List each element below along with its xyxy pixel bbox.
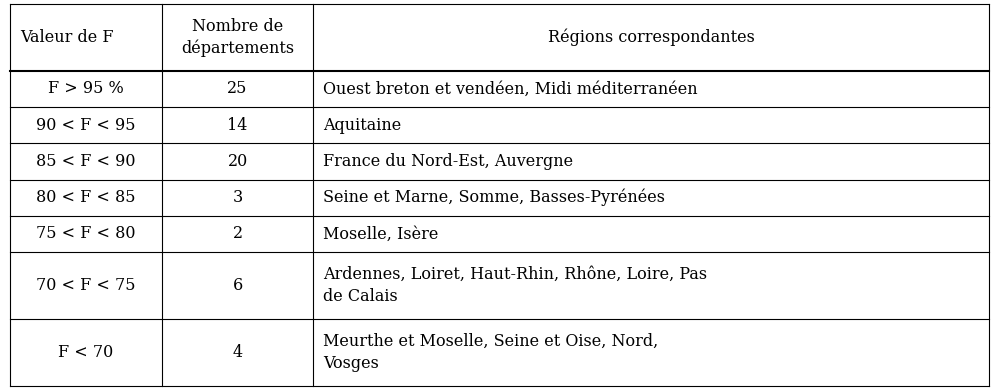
Text: France du Nord-Est, Auvergne: France du Nord-Est, Auvergne bbox=[324, 153, 573, 170]
Text: Régions correspondantes: Régions correspondantes bbox=[547, 28, 754, 46]
Text: 85 < F < 90: 85 < F < 90 bbox=[36, 153, 136, 170]
Text: 90 < F < 95: 90 < F < 95 bbox=[36, 117, 136, 134]
Text: 3: 3 bbox=[233, 189, 243, 206]
Text: Ardennes, Loiret, Haut-Rhin, Rhône, Loire, Pas
de Calais: Ardennes, Loiret, Haut-Rhin, Rhône, Loir… bbox=[324, 266, 707, 305]
Text: Nombre de
départements: Nombre de départements bbox=[181, 18, 294, 57]
Text: Ouest breton et vendéen, Midi méditerranéen: Ouest breton et vendéen, Midi méditerran… bbox=[324, 80, 698, 98]
Text: Meurthe et Moselle, Seine et Oise, Nord,
Vosges: Meurthe et Moselle, Seine et Oise, Nord,… bbox=[324, 333, 658, 372]
Text: F > 95 %: F > 95 % bbox=[48, 80, 124, 98]
Text: 75 < F < 80: 75 < F < 80 bbox=[36, 225, 136, 242]
Text: Moselle, Isère: Moselle, Isère bbox=[324, 225, 439, 242]
Text: F < 70: F < 70 bbox=[58, 344, 114, 361]
Text: 70 < F < 75: 70 < F < 75 bbox=[36, 277, 136, 294]
Text: 25: 25 bbox=[228, 80, 248, 98]
Text: Aquitaine: Aquitaine bbox=[324, 117, 402, 134]
Text: Seine et Marne, Somme, Basses-Pyrénées: Seine et Marne, Somme, Basses-Pyrénées bbox=[324, 189, 665, 206]
Text: 6: 6 bbox=[233, 277, 243, 294]
Text: 20: 20 bbox=[228, 153, 248, 170]
Text: 14: 14 bbox=[228, 117, 248, 134]
Text: 80 < F < 85: 80 < F < 85 bbox=[36, 189, 136, 206]
Text: 4: 4 bbox=[233, 344, 243, 361]
Text: 2: 2 bbox=[233, 225, 243, 242]
Text: Valeur de F: Valeur de F bbox=[20, 29, 114, 46]
